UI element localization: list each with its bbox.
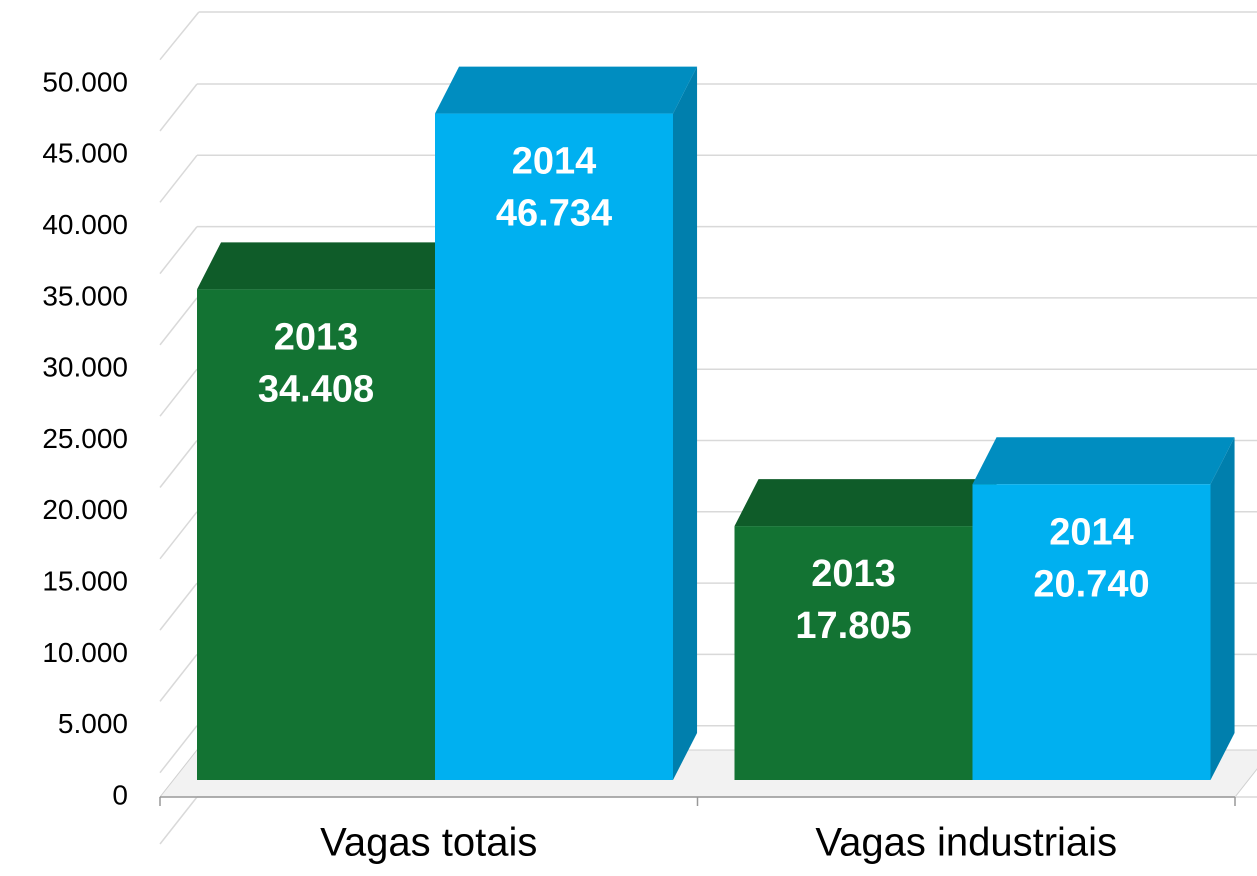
- y-tick-label: 35.000: [42, 280, 128, 311]
- data-label-series: 2014: [512, 141, 597, 183]
- y-tick-label: 50.000: [42, 66, 128, 97]
- side-grid-line: [159, 368, 198, 417]
- side-grid-line: [159, 653, 198, 702]
- side-wall-top: [159, 11, 200, 61]
- data-label-value: 20.740: [1033, 563, 1149, 605]
- side-grid-line: [159, 511, 198, 560]
- data-label-series: 2013: [811, 553, 896, 595]
- y-tick-label: 20.000: [42, 494, 128, 525]
- y-tick-label: 40.000: [42, 209, 128, 240]
- data-label-value: 17.805: [795, 605, 911, 647]
- side-grid-line: [159, 582, 198, 631]
- y-tick-label: 45.000: [42, 138, 128, 169]
- y-tick-label: 10.000: [42, 637, 128, 668]
- bar-top: [435, 66, 698, 114]
- bar: [972, 484, 1211, 780]
- bar-top: [197, 242, 460, 290]
- side-grid-line: [159, 796, 198, 845]
- y-tick-label: 15.000: [42, 565, 128, 596]
- x-tick-label: Vagas industriais: [815, 821, 1117, 865]
- bar: [734, 526, 973, 780]
- side-grid-line: [159, 83, 198, 132]
- y-tick-label: 5.000: [58, 708, 128, 739]
- y-tick-label: 25.000: [42, 423, 128, 454]
- bar-top: [972, 437, 1235, 485]
- side-grid-line: [159, 226, 198, 275]
- side-grid-line: [159, 297, 198, 346]
- data-label-value: 34.408: [258, 368, 374, 410]
- side-grid-line: [159, 440, 198, 488]
- bar: [435, 113, 673, 780]
- data-label-value: 46.734: [496, 193, 612, 235]
- bar-side: [673, 66, 698, 780]
- y-tick-label: 30.000: [42, 352, 128, 383]
- bar: [197, 289, 435, 780]
- side-grid-line: [159, 725, 198, 774]
- side-grid-line: [159, 154, 198, 203]
- x-tick-label: Vagas totais: [320, 821, 537, 865]
- y-tick-label: 0: [112, 779, 128, 810]
- bar-side: [1210, 437, 1235, 780]
- data-label-series: 2014: [1049, 511, 1134, 553]
- bar-top: [734, 479, 997, 527]
- data-label-series: 2013: [274, 316, 359, 358]
